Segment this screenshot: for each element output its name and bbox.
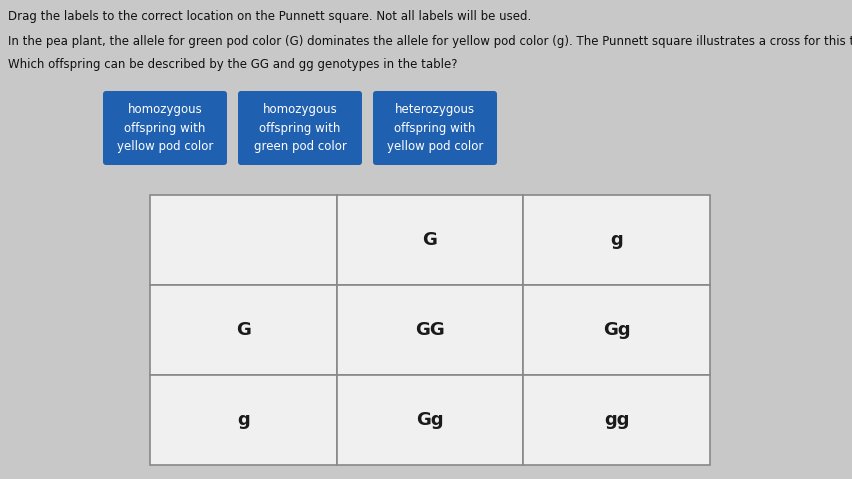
Text: G: G xyxy=(422,231,437,249)
Text: GG: GG xyxy=(415,321,445,339)
Bar xyxy=(337,195,523,285)
Text: gg: gg xyxy=(603,411,629,429)
Text: Gg: Gg xyxy=(602,321,630,339)
Text: heterozygous
offspring with
yellow pod color: heterozygous offspring with yellow pod c… xyxy=(386,103,482,153)
Text: g: g xyxy=(609,231,622,249)
Text: homozygous
offspring with
green pod color: homozygous offspring with green pod colo… xyxy=(253,103,346,153)
Text: homozygous
offspring with
yellow pod color: homozygous offspring with yellow pod col… xyxy=(117,103,213,153)
Text: Drag the labels to the correct location on the Punnett square. Not all labels wi: Drag the labels to the correct location … xyxy=(8,10,531,23)
Bar xyxy=(337,285,523,375)
Bar xyxy=(150,285,337,375)
Bar xyxy=(523,375,709,465)
Text: Which offspring can be described by the GG and gg genotypes in the table?: Which offspring can be described by the … xyxy=(8,58,457,71)
Text: G: G xyxy=(236,321,250,339)
Bar xyxy=(523,285,709,375)
FancyBboxPatch shape xyxy=(372,91,497,165)
Text: g: g xyxy=(237,411,250,429)
FancyBboxPatch shape xyxy=(103,91,227,165)
Bar xyxy=(523,195,709,285)
Text: In the pea plant, the allele for green pod color (G) dominates the allele for ye: In the pea plant, the allele for green p… xyxy=(8,35,852,48)
Bar xyxy=(150,195,337,285)
Bar xyxy=(337,375,523,465)
Text: Gg: Gg xyxy=(416,411,443,429)
Bar xyxy=(150,375,337,465)
FancyBboxPatch shape xyxy=(238,91,361,165)
